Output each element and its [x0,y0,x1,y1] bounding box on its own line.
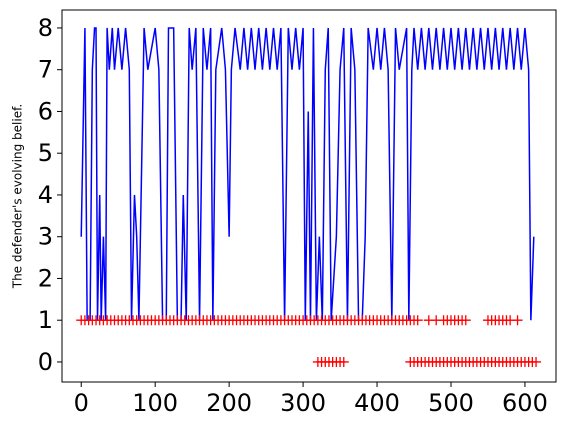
marker [531,356,542,367]
x-tick-label: 100 [132,389,178,417]
marker [460,315,471,326]
marker [412,315,423,326]
y-tick-label: 0 [38,348,53,376]
y-tick-label: 4 [38,181,53,209]
y-axis-label: The defender's evolving belief. [11,104,25,290]
x-tick-label: 500 [428,389,474,417]
y-tick-label: 3 [38,223,53,251]
y-tick-label: 5 [38,139,53,167]
y-tick-label: 1 [38,306,53,334]
y-tick-label: 2 [38,264,53,292]
x-tick-label: 200 [206,389,252,417]
x-tick-label: 300 [280,389,326,417]
y-tick-label: 6 [38,97,53,125]
x-tick-label: 600 [502,389,548,417]
marker [338,356,349,367]
y-tick-label: 7 [38,56,53,84]
line [80,27,535,321]
x-tick-label: 0 [74,389,89,417]
marker [512,315,523,326]
y-tick-label: 8 [38,14,53,42]
plot-frame [61,9,557,383]
x-tick-label: 400 [354,389,400,417]
